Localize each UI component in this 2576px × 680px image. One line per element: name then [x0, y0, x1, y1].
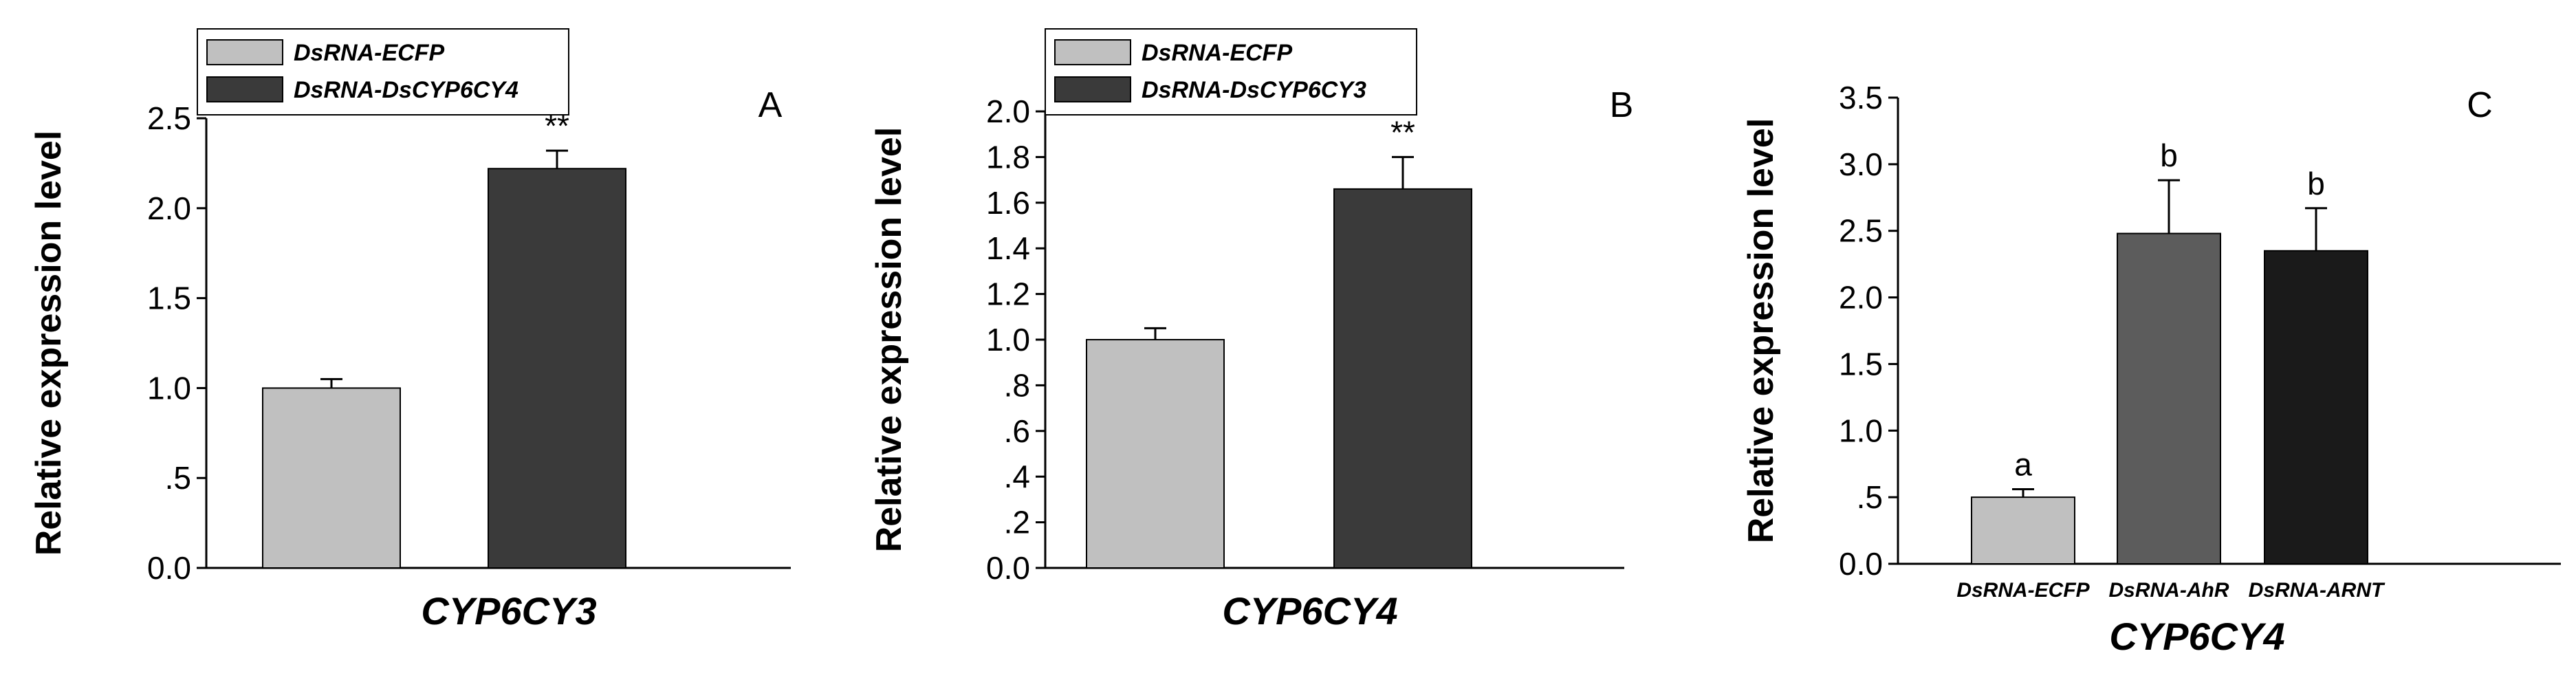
y-axis-label: Relative expression level: [1741, 118, 1781, 544]
panel-letter: C: [2467, 85, 2493, 125]
y-tick-label: 1.5: [1839, 346, 1883, 382]
panel-letter: A: [758, 85, 783, 125]
y-tick-label: 3.0: [1839, 146, 1883, 182]
bar: [1086, 339, 1225, 569]
legend-swatch: [1054, 76, 1131, 102]
y-tick-label: 2.0: [147, 190, 191, 226]
significance-label: b: [2160, 138, 2178, 173]
significance-label: b: [2307, 166, 2325, 201]
y-tick-label: 1.6: [986, 185, 1030, 221]
bar: [2264, 250, 2368, 564]
y-tick-label: 0.0: [147, 550, 191, 586]
y-tick-label: .2: [1004, 505, 1030, 540]
legend-label: DsRNA-DsCYP6CY3: [1142, 77, 1366, 103]
y-tick-label: 1.2: [986, 276, 1030, 312]
y-tick-label: .4: [1004, 459, 1030, 494]
y-tick-label: 1.8: [986, 139, 1030, 175]
bar: [2117, 232, 2221, 564]
legend-swatch: [1054, 39, 1131, 65]
legend-label: DsRNA-DsCYP6CY4: [294, 77, 519, 103]
legend: DsRNA-ECFP DsRNA-DsCYP6CY4: [197, 28, 569, 116]
y-tick-label: 0.0: [1839, 546, 1883, 582]
category-label: DsRNA-ECFP: [1956, 579, 2090, 602]
x-axis-label: CYP6CY3: [421, 589, 596, 633]
y-tick-label: 2.0: [1839, 280, 1883, 316]
y-tick-label: .5: [1857, 479, 1883, 515]
bar: [488, 168, 626, 569]
panel-b: 0.0 .2 .4 .6 .8 1.0 1.2 1.4 1.6 1.8 2.0 Relative ex…: [869, 28, 1634, 633]
y-tick-label: 2.5: [1839, 213, 1883, 249]
y-tick-label: .5: [165, 460, 191, 496]
legend-swatch: [206, 39, 283, 65]
x-axis-label: CYP6CY4: [1222, 589, 1397, 633]
y-tick-label: 3.5: [1839, 80, 1883, 116]
y-tick-label: .6: [1004, 413, 1030, 449]
bar: [1333, 188, 1472, 569]
bar: [262, 387, 401, 569]
y-tick-label: 1.4: [986, 230, 1030, 266]
significance-label: a: [2014, 447, 2032, 483]
y-tick-label: 1.0: [986, 322, 1030, 358]
significance-label: **: [1390, 114, 1415, 150]
panel-c: 0.0 .5 1.0 1.5 2.0 2.5 3.0 3.5 Relative expressi…: [1741, 80, 2561, 658]
y-tick-label: 1.5: [147, 281, 191, 316]
x-axis-label: CYP6CY4: [2109, 615, 2284, 658]
y-tick-label: 2.0: [986, 94, 1030, 129]
bar: [1971, 496, 2075, 565]
category-label: DsRNA-ARNT: [2249, 579, 2386, 602]
legend-label: DsRNA-ECFP: [294, 40, 444, 66]
panel-letter: B: [1610, 85, 1634, 125]
y-axis-label: Relative expression level: [869, 127, 909, 553]
legend-label: DsRNA-ECFP: [1142, 40, 1292, 66]
legend-swatch: [206, 76, 283, 102]
y-tick-label: 1.0: [147, 370, 191, 406]
y-axis-label: Relative expression level: [29, 131, 69, 556]
y-tick-label: 1.0: [1839, 413, 1883, 448]
y-tick-label: 0.0: [986, 550, 1030, 586]
legend: DsRNA-ECFP DsRNA-DsCYP6CY3: [1045, 28, 1417, 116]
y-tick-label: .8: [1004, 367, 1030, 403]
panel-a: 0.0 .5 1.0 1.5 2.0 2.5 Relative expression lev…: [29, 28, 791, 633]
y-tick-label: 2.5: [147, 100, 191, 136]
category-label: DsRNA-AhR: [2109, 579, 2229, 602]
